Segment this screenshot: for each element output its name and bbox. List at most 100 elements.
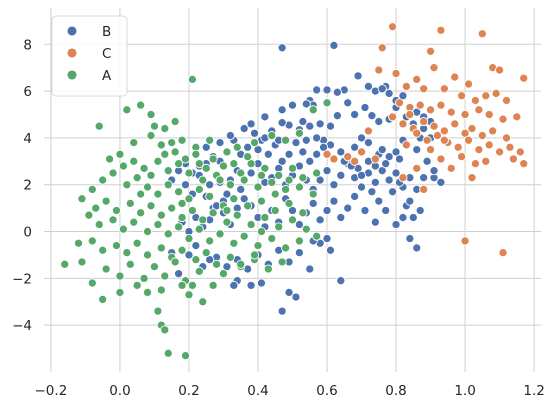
data-point-b bbox=[363, 81, 373, 91]
data-point-a bbox=[167, 203, 177, 213]
data-point-c bbox=[419, 184, 429, 194]
data-point-a bbox=[312, 231, 322, 241]
data-point-c bbox=[501, 133, 512, 143]
data-point-b bbox=[322, 166, 332, 176]
data-point-b bbox=[329, 40, 339, 51]
data-point-b bbox=[277, 43, 287, 53]
data-point-a bbox=[249, 138, 260, 148]
data-point-a bbox=[225, 252, 235, 262]
data-point-b bbox=[412, 145, 422, 155]
y-tick-label: 2 bbox=[23, 178, 32, 194]
data-point-c bbox=[370, 154, 380, 164]
data-point-b bbox=[405, 196, 415, 206]
data-point-c bbox=[322, 149, 332, 159]
data-point-a bbox=[163, 166, 173, 176]
data-point-b bbox=[412, 243, 422, 253]
data-point-a bbox=[294, 236, 304, 246]
data-point-b bbox=[243, 142, 253, 152]
data-point-b bbox=[332, 111, 342, 121]
data-point-a bbox=[160, 325, 170, 335]
x-tick-label: −0.2 bbox=[35, 383, 68, 399]
data-point-a bbox=[115, 271, 125, 281]
data-point-a bbox=[232, 210, 242, 220]
data-point-b bbox=[260, 112, 270, 122]
data-point-a bbox=[287, 163, 298, 173]
data-point-b bbox=[360, 102, 370, 113]
data-point-b bbox=[374, 116, 384, 127]
data-point-b bbox=[415, 205, 425, 216]
data-point-a bbox=[149, 121, 159, 131]
data-point-b bbox=[263, 149, 273, 159]
data-point-a bbox=[84, 210, 94, 220]
data-point-a bbox=[281, 184, 291, 194]
data-point-c bbox=[436, 154, 446, 164]
data-point-a bbox=[222, 205, 232, 216]
data-point-a bbox=[294, 182, 304, 192]
legend-marker-a bbox=[66, 69, 78, 81]
data-point-a bbox=[156, 140, 166, 150]
data-point-a bbox=[136, 208, 146, 218]
data-point-b bbox=[298, 116, 308, 127]
data-point-c bbox=[481, 91, 491, 101]
data-point-b bbox=[367, 187, 377, 197]
data-point-b bbox=[377, 84, 387, 94]
legend: BCA bbox=[51, 15, 128, 97]
data-point-a bbox=[170, 257, 180, 267]
data-point-a bbox=[243, 152, 253, 162]
data-point-b bbox=[422, 156, 432, 166]
data-point-a bbox=[205, 191, 215, 201]
data-point-b bbox=[322, 234, 332, 244]
y-tick-label: −2 bbox=[12, 271, 32, 287]
data-point-a bbox=[174, 159, 184, 169]
data-point-b bbox=[370, 217, 380, 227]
data-point-a bbox=[87, 184, 97, 194]
data-point-c bbox=[515, 147, 525, 157]
data-point-a bbox=[146, 201, 156, 211]
data-point-c bbox=[477, 29, 487, 39]
data-point-a bbox=[198, 297, 208, 307]
data-point-a bbox=[274, 222, 284, 232]
data-point-a bbox=[277, 257, 287, 267]
data-point-c bbox=[429, 63, 439, 73]
data-point-a bbox=[201, 163, 211, 173]
data-point-b bbox=[239, 124, 249, 134]
data-point-c bbox=[439, 84, 449, 94]
data-point-a bbox=[298, 173, 308, 183]
data-point-c bbox=[356, 147, 367, 157]
data-point-b bbox=[294, 219, 304, 230]
y-tick-label: 4 bbox=[23, 131, 32, 147]
data-point-b bbox=[312, 149, 322, 159]
data-point-b bbox=[277, 306, 287, 316]
data-point-c bbox=[460, 236, 470, 246]
data-point-b bbox=[312, 133, 322, 143]
data-point-a bbox=[270, 189, 280, 199]
data-point-b bbox=[408, 212, 418, 223]
data-point-c bbox=[412, 128, 422, 138]
data-point-c bbox=[436, 100, 446, 110]
data-point-a bbox=[218, 269, 229, 279]
data-point-b bbox=[391, 168, 401, 178]
data-point-b bbox=[350, 142, 360, 152]
legend-box bbox=[51, 15, 128, 97]
data-point-a bbox=[167, 138, 177, 148]
data-point-b bbox=[322, 205, 332, 216]
data-point-b bbox=[336, 212, 346, 223]
data-point-b bbox=[284, 149, 294, 159]
data-point-a bbox=[129, 138, 139, 148]
data-point-c bbox=[498, 248, 508, 258]
data-point-a bbox=[156, 210, 166, 220]
legend-label-b: B bbox=[102, 24, 111, 40]
data-point-a bbox=[274, 170, 284, 180]
data-point-b bbox=[353, 71, 363, 81]
data-point-a bbox=[98, 294, 108, 304]
x-tick-label: 0.0 bbox=[109, 383, 130, 399]
data-point-b bbox=[436, 177, 446, 187]
data-point-a bbox=[129, 217, 139, 227]
data-point-a bbox=[180, 154, 191, 164]
legend-label-a: A bbox=[102, 68, 112, 84]
data-point-b bbox=[325, 245, 336, 255]
data-point-a bbox=[177, 198, 187, 209]
data-point-a bbox=[132, 238, 142, 248]
data-point-c bbox=[422, 135, 432, 145]
data-point-a bbox=[132, 173, 142, 183]
